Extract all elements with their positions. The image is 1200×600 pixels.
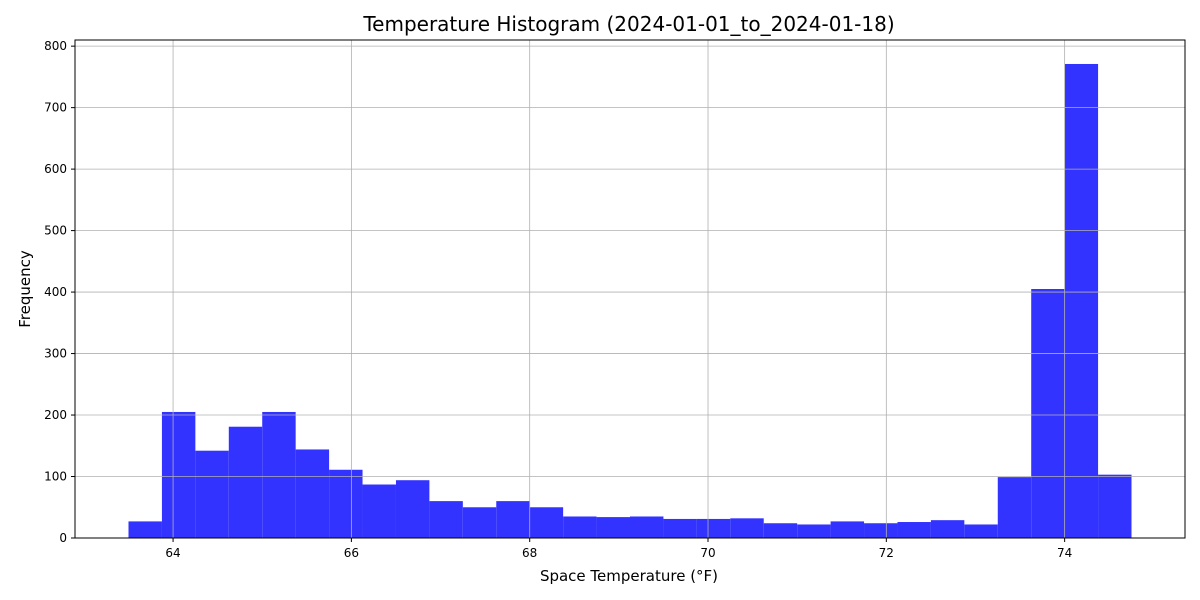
histogram-bar [997,477,1032,538]
chart-title: Temperature Histogram (2024-01-01_to_202… [362,12,894,36]
histogram-bar [696,518,731,538]
y-tick-label: 500 [44,224,67,238]
histogram-bar [295,449,330,538]
x-tick-label: 70 [700,546,715,560]
histogram-bar [529,507,564,538]
x-tick-label: 72 [879,546,894,560]
histogram-bars [128,63,1132,538]
histogram-bar [496,501,530,538]
histogram-bar [864,523,898,538]
y-tick-label: 400 [44,285,67,299]
y-axis-label: Frequency [16,250,34,328]
y-axis-ticks: 0 100 200 300 400 500 600 700 800 [44,39,75,545]
x-tick-label: 68 [522,546,537,560]
histogram-bar [763,523,798,538]
y-tick-label: 300 [44,347,67,361]
plot-frame [74,39,1186,539]
y-tick-label: 700 [44,101,67,115]
grid-lines [75,40,1185,539]
x-axis-ticks: 64 66 68 70 72 74 [165,538,1072,560]
histogram-bar [830,521,865,538]
histogram-bar [663,518,697,538]
histogram-bar [228,426,263,538]
histogram-bar [262,411,296,538]
histogram-bar [128,521,162,538]
histogram-bar [730,518,764,538]
histogram-bar [462,507,497,538]
x-axis-label: Space Temperature (°F) [540,567,718,585]
y-tick-label: 0 [59,531,67,545]
histogram-bar [930,520,965,538]
histogram-bar [195,450,229,538]
histogram-bar [596,517,630,538]
histogram-bar [161,411,196,538]
x-tick-label: 74 [1057,546,1072,560]
histogram-bar [630,516,664,538]
histogram-bar [1098,474,1132,538]
histogram-bar [395,480,430,538]
y-tick-label: 100 [44,470,67,484]
histogram-bar [897,522,931,538]
x-tick-label: 64 [165,546,180,560]
histogram-bar [797,524,831,538]
histogram-bar [1031,289,1065,538]
histogram-bar [563,516,597,538]
y-tick-label: 200 [44,408,67,422]
y-tick-label: 600 [44,162,67,176]
histogram-bar [1064,63,1099,538]
histogram-bar [329,469,363,538]
x-tick-label: 66 [344,546,359,560]
histogram-bar [964,524,998,538]
histogram-bar [362,484,396,538]
histogram-bar [429,501,463,538]
y-tick-label: 800 [44,39,67,53]
